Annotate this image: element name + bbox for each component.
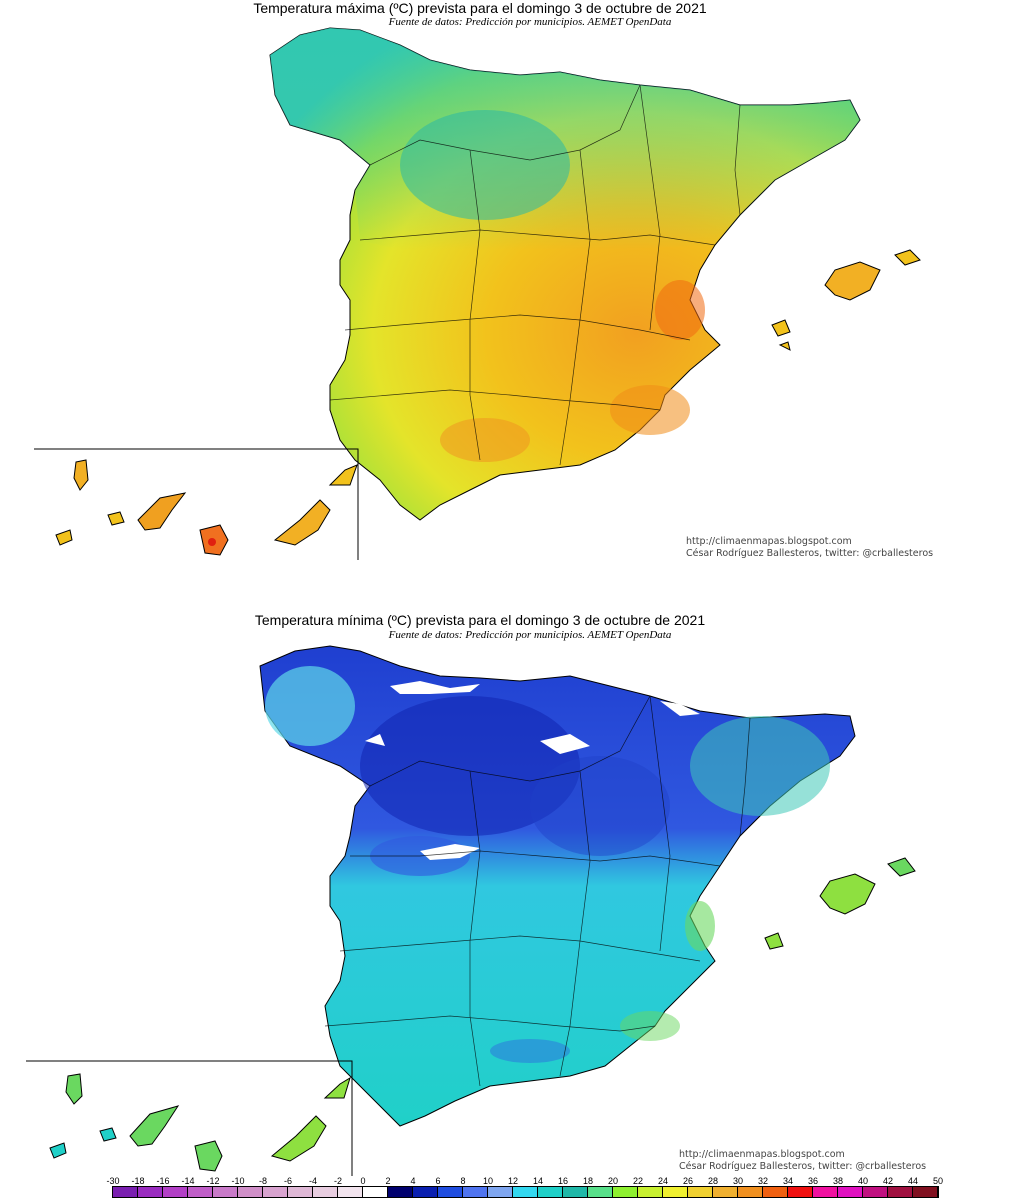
legend-tick-label: 12 (507, 1176, 519, 1186)
temperature-color-legend: -30 -18 -16 -14 -12 -10 -8 -6 -4 -2 0 2 4 6 8 10 12 14 16 1… (106, 1176, 944, 1198)
legend-swatch (888, 1187, 913, 1197)
peninsula-shape (269, 27, 861, 521)
legend-tick-label: 6 (435, 1176, 441, 1186)
legend-tick-label: -16 (156, 1176, 170, 1186)
credit-author: César Rodríguez Ballesteros, twitter: @c… (686, 548, 934, 559)
legend-tick-label: -2 (333, 1176, 343, 1186)
legend-swatch (688, 1187, 713, 1197)
legend-swatch (863, 1187, 888, 1197)
legend-tick-label: 42 (882, 1176, 894, 1186)
legend-tick-label: -18 (131, 1176, 145, 1186)
legend-tick-label: 40 (857, 1176, 869, 1186)
legend-swatch (438, 1187, 463, 1197)
legend-swatch (238, 1187, 263, 1197)
legend-tick-label: -6 (283, 1176, 293, 1186)
balearic-islands (764, 857, 916, 950)
max-temperature-map (34, 27, 921, 560)
legend-tick-label: 44 (907, 1176, 919, 1186)
legend-tick-label: 36 (807, 1176, 819, 1186)
legend-tick-label: 8 (460, 1176, 466, 1186)
legend-swatch (463, 1187, 488, 1197)
credit-url: http://climaenmapas.blogspot.com (679, 1149, 845, 1160)
legend-swatch (488, 1187, 513, 1197)
legend-tick-label: -8 (258, 1176, 268, 1186)
legend-swatch (388, 1187, 413, 1197)
region-borders (324, 695, 751, 1087)
region-borders (329, 84, 741, 466)
legend-swatch (213, 1187, 238, 1197)
legend-swatch (163, 1187, 188, 1197)
map-credit: http://climaenmapas.blogspot.com César R… (679, 1149, 926, 1173)
legend-swatch (538, 1187, 563, 1197)
legend-swatch (188, 1187, 213, 1197)
legend-tick-label: -14 (181, 1176, 195, 1186)
legend-swatch (638, 1187, 663, 1197)
map-title: Temperatura mínima (ºC) prevista para el… (254, 612, 706, 628)
legend-tick-labels: -30 -18 -16 -14 -12 -10 -8 -6 -4 -2 0 2 4 6 8 10 12 14 16 1… (106, 1176, 944, 1186)
legend-swatch (413, 1187, 438, 1197)
legend-tick-label: 18 (582, 1176, 594, 1186)
legend-tick-label: 30 (732, 1176, 744, 1186)
legend-swatch (613, 1187, 638, 1197)
legend-tick-label: 16 (557, 1176, 569, 1186)
legend-tick-label: 28 (707, 1176, 719, 1186)
legend-swatch (813, 1187, 838, 1197)
legend-tick-label: -30 (106, 1176, 120, 1186)
legend-swatch (263, 1187, 288, 1197)
legend-tick-label: 0 (360, 1176, 366, 1186)
legend-swatch (138, 1187, 163, 1197)
max-temperature-map-panel: Temperatura máxima (ºC) prevista para el… (0, 0, 1024, 580)
canary-islands-inset (34, 448, 359, 560)
legend-tick-label: 32 (757, 1176, 769, 1186)
legend-tick-label: 10 (482, 1176, 494, 1186)
peninsula-shape (259, 645, 856, 1127)
balearic-islands (771, 249, 921, 351)
map-title: Temperatura máxima (ºC) prevista para el… (253, 0, 707, 16)
legend-swatch (713, 1187, 738, 1197)
canary-islands-inset (26, 1060, 353, 1176)
legend-tick-label: 34 (782, 1176, 794, 1186)
legend-swatch (913, 1187, 938, 1197)
legend-swatch (338, 1187, 363, 1197)
legend-color-bar (112, 1186, 939, 1198)
legend-swatch (738, 1187, 763, 1197)
legend-tick-label: 24 (657, 1176, 669, 1186)
legend-swatch (788, 1187, 813, 1197)
legend-tick-label: 50 (932, 1176, 944, 1186)
legend-swatch (663, 1187, 688, 1197)
legend-tick-label: 4 (410, 1176, 416, 1186)
legend-swatch (363, 1187, 388, 1197)
legend-swatch (763, 1187, 788, 1197)
high-terrain-marks (365, 681, 700, 860)
legend-tick-label: -10 (231, 1176, 245, 1186)
legend-tick-label: 26 (682, 1176, 694, 1186)
map-credit: http://climaenmapas.blogspot.com César R… (686, 536, 933, 560)
credit-url: http://climaenmapas.blogspot.com (686, 536, 852, 547)
map-data-source: Fuente de datos: Predicción por municipi… (388, 16, 672, 28)
legend-tick-label: -4 (308, 1176, 318, 1186)
legend-swatch (513, 1187, 538, 1197)
legend-tick-label: 22 (632, 1176, 644, 1186)
legend-swatch (838, 1187, 863, 1197)
legend-tick-label: 38 (832, 1176, 844, 1186)
map-data-source: Fuente de datos: Predicción por municipi… (388, 629, 672, 641)
min-temperature-map-panel: Temperatura mínima (ºC) prevista para el… (0, 606, 1024, 1181)
credit-author: César Rodríguez Ballesteros, twitter: @c… (679, 1161, 927, 1172)
legend-swatch (588, 1187, 613, 1197)
legend-swatch (563, 1187, 588, 1197)
min-temperature-map (26, 645, 916, 1176)
legend-swatch (313, 1187, 338, 1197)
legend-tick-label: 20 (607, 1176, 619, 1186)
legend-swatch (113, 1187, 138, 1197)
legend-tick-label: 14 (532, 1176, 544, 1186)
legend-tick-label: 2 (385, 1176, 391, 1186)
legend-tick-label: -12 (206, 1176, 220, 1186)
legend-swatch (288, 1187, 313, 1197)
